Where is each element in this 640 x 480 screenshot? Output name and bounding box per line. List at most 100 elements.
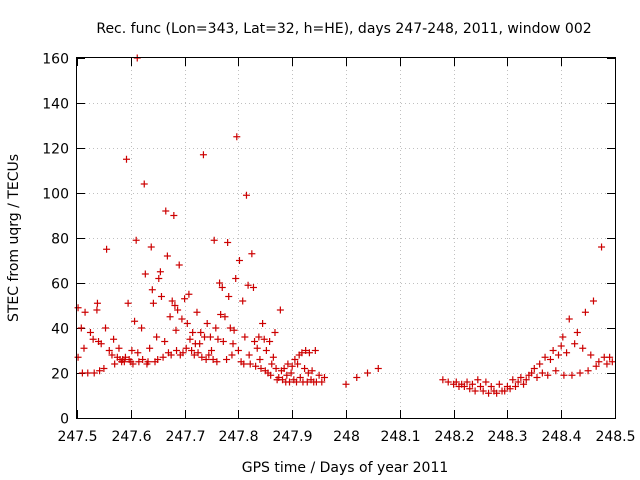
data-point — [541, 353, 549, 361]
data-point — [533, 374, 541, 381]
y-tick-label: 160 — [42, 52, 69, 68]
x-tick-label: 248.3 — [487, 429, 527, 445]
data-point — [229, 340, 237, 348]
data-point — [298, 349, 306, 357]
data-point — [161, 338, 169, 345]
data-point — [80, 344, 88, 352]
data-point — [168, 297, 176, 305]
data-point — [568, 371, 576, 379]
data-point — [182, 344, 190, 352]
data-point — [563, 349, 571, 357]
plot-frame — [76, 57, 616, 419]
data-point — [595, 358, 603, 366]
data-point — [522, 376, 530, 384]
data-point — [509, 376, 517, 384]
data-point — [249, 284, 257, 291]
data-point — [173, 347, 181, 354]
data-point — [234, 347, 242, 354]
data-point — [196, 340, 204, 348]
data-point — [255, 333, 263, 341]
data-point — [203, 320, 211, 327]
data-point — [301, 365, 309, 372]
x-tick-label: 247.6 — [111, 429, 151, 445]
data-point — [228, 351, 236, 359]
data-point — [320, 374, 328, 381]
data-point — [183, 320, 191, 327]
data-point — [97, 340, 105, 348]
data-point — [463, 378, 471, 386]
data-point — [166, 313, 174, 321]
data-point — [579, 344, 587, 352]
data-point — [272, 365, 280, 372]
data-point — [288, 362, 296, 370]
data-point — [506, 385, 514, 393]
data-point — [230, 326, 238, 334]
data-point — [225, 293, 233, 300]
data-point — [248, 250, 256, 258]
data-point — [608, 358, 616, 366]
data-point — [259, 320, 267, 327]
data-point — [305, 349, 313, 357]
data-point — [186, 335, 194, 343]
data-point — [74, 353, 82, 361]
y-tick-label: 60 — [51, 277, 69, 293]
data-point — [156, 268, 164, 276]
data-point — [266, 338, 274, 345]
data-point — [122, 155, 130, 163]
data-point — [517, 374, 525, 381]
data-point — [293, 378, 301, 386]
data-point — [460, 383, 468, 390]
x-tick-label: 247.8 — [218, 429, 258, 445]
data-point — [342, 380, 350, 388]
data-point — [100, 365, 108, 372]
data-point — [210, 236, 218, 244]
data-point — [209, 356, 217, 363]
data-point — [199, 151, 207, 159]
data-point — [144, 358, 152, 366]
data-point — [129, 360, 137, 368]
data-point — [171, 302, 179, 309]
data-point — [479, 387, 487, 395]
data-point — [135, 358, 143, 366]
data-point — [235, 257, 243, 264]
data-point — [536, 360, 544, 368]
data-point — [108, 351, 116, 359]
data-point — [148, 286, 156, 294]
data-point — [276, 306, 284, 314]
data-point — [221, 313, 229, 321]
data-point — [175, 261, 183, 269]
data-point — [495, 380, 503, 388]
data-point — [201, 333, 209, 341]
data-point — [565, 315, 573, 323]
data-point — [452, 378, 460, 386]
data-point — [233, 133, 241, 141]
x-tick-label: 248.2 — [434, 429, 474, 445]
data-point — [560, 371, 568, 379]
data-point — [544, 371, 552, 379]
data-point — [103, 245, 111, 253]
data-point — [120, 358, 128, 366]
data-point — [468, 380, 476, 388]
data-point — [287, 369, 295, 377]
data-point — [86, 329, 94, 336]
y-tick-label: 80 — [51, 232, 69, 248]
data-point — [96, 367, 104, 375]
data-point — [538, 369, 546, 377]
data-point — [589, 297, 597, 305]
x-tick-label: 248.4 — [541, 429, 581, 445]
y-tick-label: 140 — [42, 97, 69, 113]
data-point — [294, 360, 302, 368]
x-tick-label: 247.5 — [57, 429, 97, 445]
data-point — [275, 374, 283, 381]
data-point — [557, 342, 565, 350]
data-point — [485, 389, 493, 397]
data-point — [179, 349, 187, 357]
data-point — [315, 371, 323, 379]
data-point — [592, 362, 600, 370]
data-point — [311, 347, 319, 354]
y-tick-label: 40 — [51, 322, 69, 338]
data-point — [269, 353, 277, 361]
data-point — [257, 365, 265, 372]
data-point — [256, 356, 264, 363]
data-point — [241, 333, 249, 341]
